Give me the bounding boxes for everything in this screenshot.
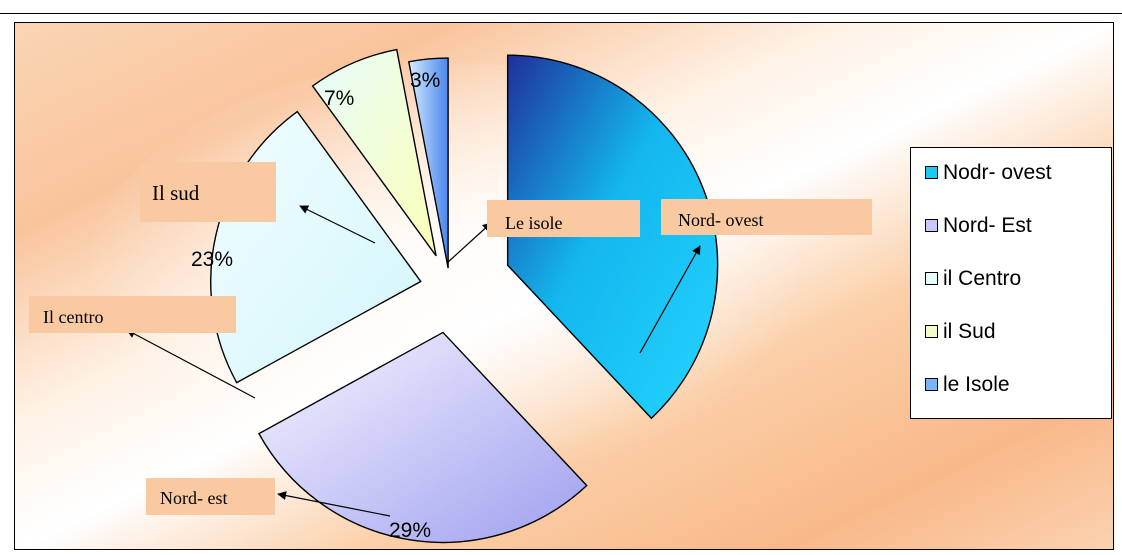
arrow-nord-ovest bbox=[639, 245, 701, 354]
legend-item-nord-est: Nord- Est bbox=[925, 214, 1032, 238]
legend-swatch bbox=[925, 378, 938, 391]
top-rule bbox=[0, 13, 1122, 14]
slice-il-sud bbox=[311, 48, 437, 257]
annotation-box-il-centro bbox=[29, 296, 236, 333]
arrow-il-centro bbox=[126, 329, 256, 399]
legend-item-il-centro: il Centro bbox=[925, 267, 1021, 291]
annotation-box-nord-ovest bbox=[661, 199, 872, 235]
pct-label-il-sud: 7% bbox=[324, 87, 354, 110]
annotation-box-il-sud bbox=[140, 162, 276, 222]
annotation-nord-ovest: Nord- ovest bbox=[678, 210, 763, 230]
arrow-nord-est bbox=[277, 491, 391, 517]
legend-swatch bbox=[925, 166, 938, 179]
legend-item-nodr-ovest: Nodr- ovest bbox=[925, 161, 1052, 185]
legend-item-il-sud: il Sud bbox=[925, 320, 996, 344]
pct-label-il-centro: 23% bbox=[191, 248, 233, 271]
arrow-le-isole bbox=[446, 222, 492, 264]
legend-label: il Centro bbox=[943, 267, 1022, 290]
legend-label: Nord- Est bbox=[943, 214, 1032, 237]
arrow-il-sud bbox=[299, 205, 376, 244]
legend-label: le Isole bbox=[943, 373, 1010, 396]
pct-label-le-isole: 3% bbox=[410, 69, 440, 92]
annotation-nord-est: Nord- est bbox=[160, 488, 227, 508]
legend-swatch bbox=[925, 272, 938, 285]
annotation-box-nord-est bbox=[146, 478, 275, 515]
legend: Nodr- ovest Nord- Est il Centro il Sud l… bbox=[910, 147, 1112, 419]
chart-area: Il sud Le isole Nord- ovest Il centro No… bbox=[14, 22, 1114, 550]
annotation-le-isole: Le isole bbox=[505, 213, 562, 233]
legend-label: il Sud bbox=[943, 320, 996, 343]
annotation-il-sud: Il sud bbox=[152, 181, 200, 205]
annotation-box-le-isole bbox=[487, 200, 640, 237]
slice-le-isole bbox=[407, 57, 449, 269]
pct-label-nord-est: 29% bbox=[389, 519, 431, 542]
annotation-il-centro: Il centro bbox=[43, 307, 103, 327]
legend-swatch bbox=[925, 219, 938, 232]
legend-item-le-isole: le Isole bbox=[925, 373, 1010, 397]
legend-swatch bbox=[925, 325, 938, 338]
legend-label: Nodr- ovest bbox=[943, 161, 1052, 184]
slice-nord-est bbox=[257, 331, 588, 544]
